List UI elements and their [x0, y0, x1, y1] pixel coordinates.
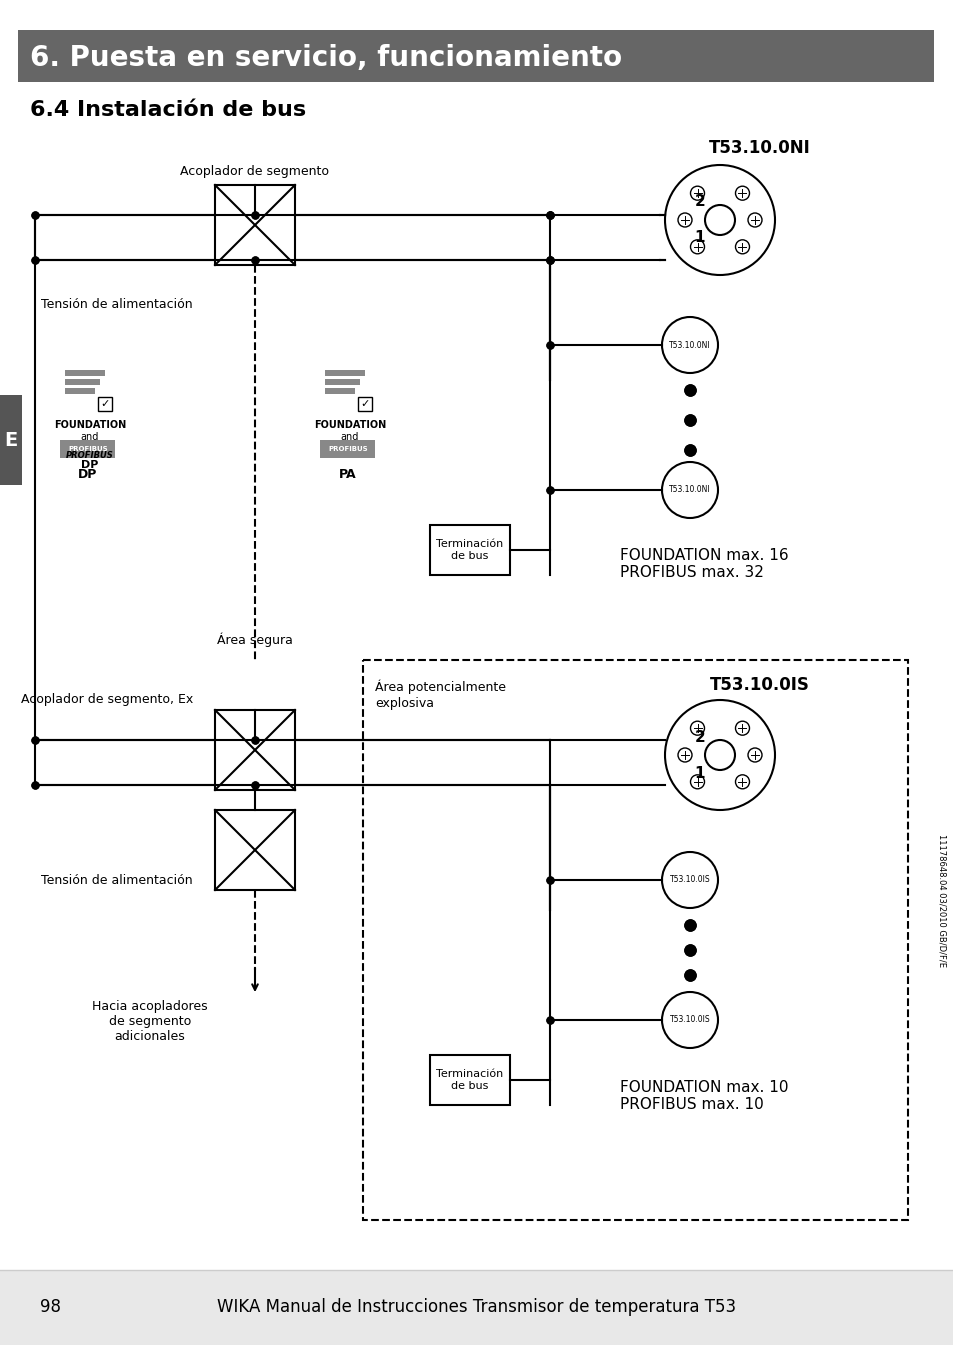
Text: 6.4 Instalación de bus: 6.4 Instalación de bus: [30, 100, 306, 120]
FancyBboxPatch shape: [60, 364, 118, 420]
FancyBboxPatch shape: [65, 370, 105, 377]
Circle shape: [661, 317, 718, 373]
Circle shape: [661, 461, 718, 518]
Text: PA: PA: [339, 468, 356, 482]
Text: FOUNDATION: FOUNDATION: [53, 420, 126, 430]
Text: PROFIBUS: PROFIBUS: [66, 451, 113, 460]
FancyBboxPatch shape: [65, 379, 100, 385]
Text: FOUNDATION max. 10
PROFIBUS max. 10: FOUNDATION max. 10 PROFIBUS max. 10: [619, 1080, 788, 1112]
Text: Terminación
de bus: Terminación de bus: [436, 1069, 503, 1091]
Text: 11178648.04 03/2010 GB/D/F/E: 11178648.04 03/2010 GB/D/F/E: [937, 834, 945, 967]
Text: and: and: [81, 432, 99, 443]
Text: Terminación
de bus: Terminación de bus: [436, 539, 503, 561]
Text: ✓: ✓: [100, 399, 110, 409]
Text: 98: 98: [40, 1298, 61, 1315]
Text: Acoplador de segmento, Ex: Acoplador de segmento, Ex: [21, 694, 193, 706]
Text: T53.10.0IS: T53.10.0IS: [669, 876, 710, 885]
Text: Área segura: Área segura: [217, 632, 293, 647]
Text: PROFIBUS: PROFIBUS: [68, 447, 108, 452]
Text: Área potencialmente
explosiva: Área potencialmente explosiva: [375, 681, 505, 710]
Text: T53.10.0IS: T53.10.0IS: [709, 677, 809, 694]
FancyBboxPatch shape: [319, 440, 375, 459]
FancyBboxPatch shape: [214, 186, 294, 265]
Text: FOUNDATION: FOUNDATION: [314, 420, 386, 430]
Text: DP: DP: [78, 468, 97, 482]
Text: Acoplador de segmento: Acoplador de segmento: [180, 165, 329, 179]
Text: 1: 1: [694, 230, 704, 246]
Text: 2: 2: [694, 729, 704, 745]
Circle shape: [661, 993, 718, 1048]
Text: T53.10.0IS: T53.10.0IS: [669, 1015, 710, 1025]
Text: DP: DP: [81, 460, 98, 469]
Text: T53.10.0NI: T53.10.0NI: [668, 486, 710, 495]
FancyBboxPatch shape: [363, 660, 907, 1220]
Text: 1: 1: [694, 765, 704, 780]
Text: 2: 2: [694, 195, 704, 210]
Text: and: and: [340, 432, 359, 443]
FancyBboxPatch shape: [0, 1270, 953, 1345]
Text: FOUNDATION max. 16
PROFIBUS max. 32: FOUNDATION max. 16 PROFIBUS max. 32: [619, 547, 788, 581]
FancyBboxPatch shape: [325, 379, 359, 385]
FancyBboxPatch shape: [214, 710, 294, 790]
Text: ✓: ✓: [360, 399, 370, 409]
Text: E: E: [5, 430, 17, 449]
Circle shape: [661, 851, 718, 908]
FancyBboxPatch shape: [430, 525, 510, 576]
FancyBboxPatch shape: [65, 387, 95, 394]
Text: 6. Puesta en servicio, funcionamiento: 6. Puesta en servicio, funcionamiento: [30, 44, 621, 73]
Text: PROFIBUS: PROFIBUS: [328, 447, 368, 452]
FancyBboxPatch shape: [325, 387, 355, 394]
FancyBboxPatch shape: [98, 397, 112, 412]
Text: Hacia acopladores
de segmento
adicionales: Hacia acopladores de segmento adicionale…: [92, 999, 208, 1042]
Text: Tensión de alimentación: Tensión de alimentación: [41, 299, 193, 312]
FancyBboxPatch shape: [325, 370, 365, 377]
Text: T53.10.0NI: T53.10.0NI: [708, 139, 810, 157]
Text: Tensión de alimentación: Tensión de alimentación: [41, 873, 193, 886]
FancyBboxPatch shape: [357, 397, 372, 412]
FancyBboxPatch shape: [430, 1054, 510, 1106]
FancyBboxPatch shape: [18, 30, 933, 82]
FancyBboxPatch shape: [214, 810, 294, 890]
Text: T53.10.0NI: T53.10.0NI: [668, 340, 710, 350]
Text: WIKA Manual de Instrucciones Transmisor de temperatura T53: WIKA Manual de Instrucciones Transmisor …: [217, 1298, 736, 1315]
FancyBboxPatch shape: [0, 395, 22, 486]
FancyBboxPatch shape: [60, 440, 115, 459]
